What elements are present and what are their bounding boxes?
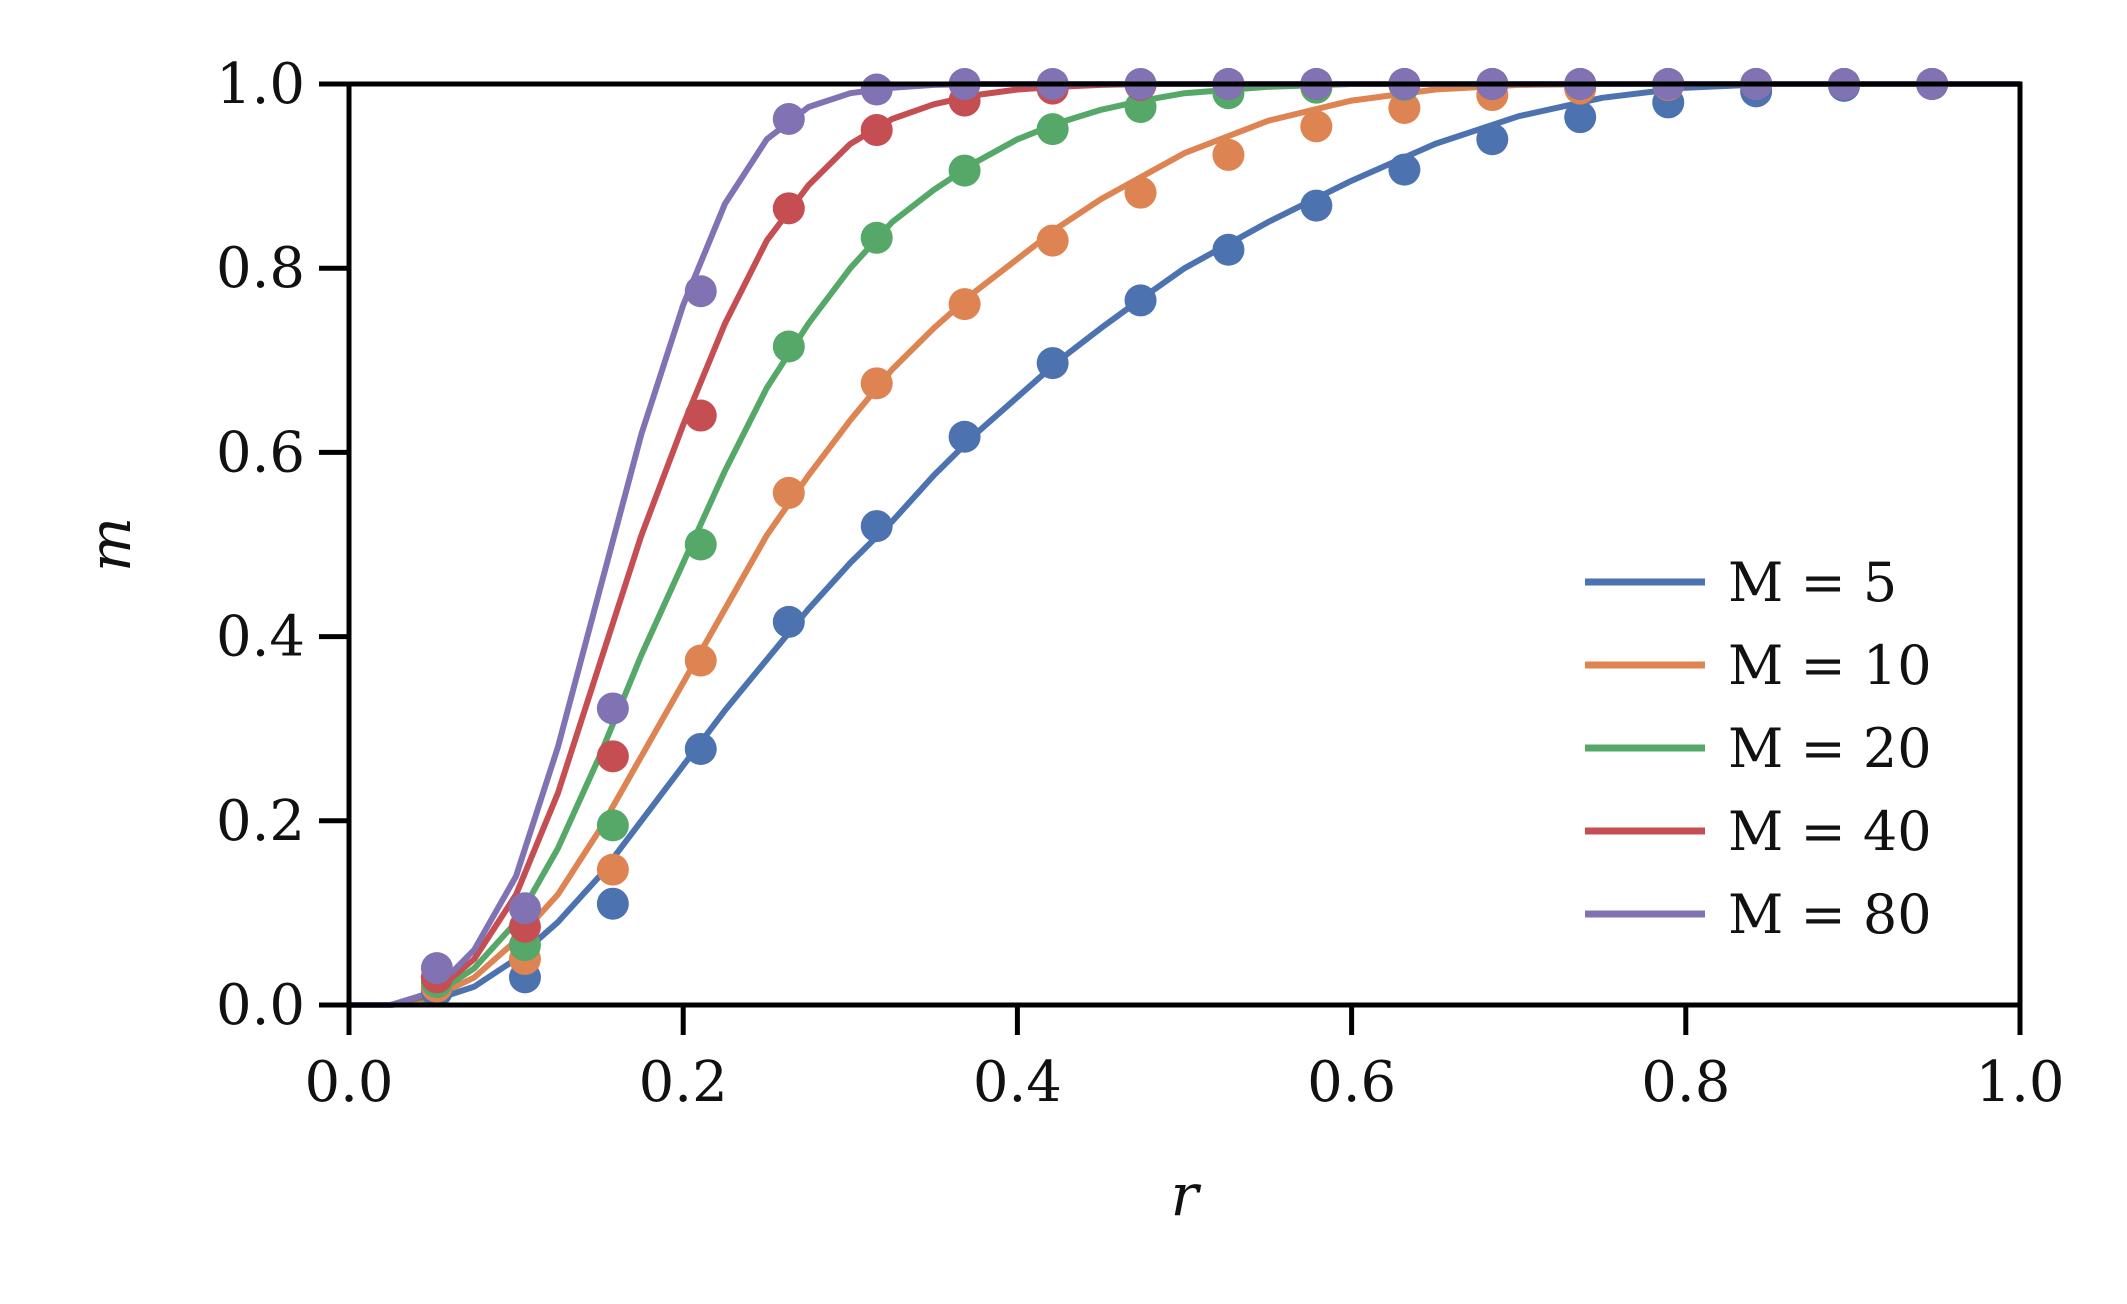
y-tick-label: 0.4 — [216, 605, 305, 670]
data-point — [1124, 284, 1157, 317]
data-point — [860, 73, 893, 106]
data-point — [684, 399, 717, 432]
data-point — [772, 102, 805, 135]
y-axis-label: m — [76, 517, 144, 572]
y-tick-label: 0.8 — [216, 236, 305, 301]
x-tick-label: 0.6 — [1307, 1050, 1396, 1115]
data-point — [596, 740, 629, 773]
data-point — [1564, 101, 1597, 134]
data-point — [1036, 224, 1069, 257]
data-point — [596, 809, 629, 842]
data-point — [948, 420, 981, 453]
data-point — [772, 330, 805, 363]
data-point — [1212, 233, 1245, 266]
legend-label: M = 5 — [1728, 551, 1897, 614]
data-point — [860, 510, 893, 543]
data-point — [860, 367, 893, 400]
data-point — [684, 732, 717, 765]
x-tick-label: 0.8 — [1641, 1050, 1730, 1115]
data-point — [420, 952, 453, 985]
data-point — [684, 528, 717, 561]
x-tick-label: 0.0 — [304, 1050, 393, 1115]
legend-label: M = 20 — [1728, 717, 1932, 780]
data-point — [684, 275, 717, 308]
data-point — [1036, 347, 1069, 380]
plot-frame — [346, 81, 2023, 1008]
data-point — [596, 887, 629, 920]
series-points — [420, 68, 1949, 1008]
data-point — [1476, 123, 1509, 156]
y-tick-label: 0.2 — [216, 789, 305, 854]
legend-label: M = 10 — [1728, 634, 1932, 697]
data-point — [860, 114, 893, 147]
data-point — [1124, 176, 1157, 209]
legend-label: M = 40 — [1728, 800, 1932, 863]
data-point — [1124, 91, 1157, 124]
data-point — [860, 221, 893, 254]
data-point — [684, 644, 717, 677]
y-tick-label: 0.6 — [216, 420, 305, 485]
data-point — [1212, 138, 1245, 171]
data-point — [1388, 153, 1421, 186]
data-point — [1300, 189, 1333, 222]
x-tick-label: 0.4 — [973, 1050, 1062, 1115]
x-axis-label: r — [1171, 1161, 1202, 1229]
data-point — [596, 692, 629, 725]
y-tick-label: 0.0 — [216, 973, 305, 1038]
data-point — [948, 154, 981, 187]
y-axis-ticks: 0.0 0.2 0.4 0.6 0.8 1.0 — [216, 52, 349, 1038]
x-axis-ticks: 0.0 0.2 0.4 0.6 0.8 1.0 — [304, 1005, 2065, 1115]
x-tick-label: 1.0 — [1975, 1050, 2064, 1115]
data-point — [948, 288, 981, 321]
data-point — [1388, 91, 1421, 124]
data-point — [596, 853, 629, 886]
legend: M = 5 M = 10 M = 20 M = 40 M = 80 — [1585, 551, 1932, 946]
data-point — [772, 476, 805, 509]
legend-label: M = 80 — [1728, 883, 1932, 946]
data-point — [508, 892, 541, 925]
data-point — [772, 192, 805, 225]
data-point — [1300, 110, 1333, 143]
x-tick-label: 0.2 — [639, 1050, 728, 1115]
data-point — [1036, 113, 1069, 146]
y-tick-label: 1.0 — [216, 52, 305, 117]
data-point — [772, 605, 805, 638]
